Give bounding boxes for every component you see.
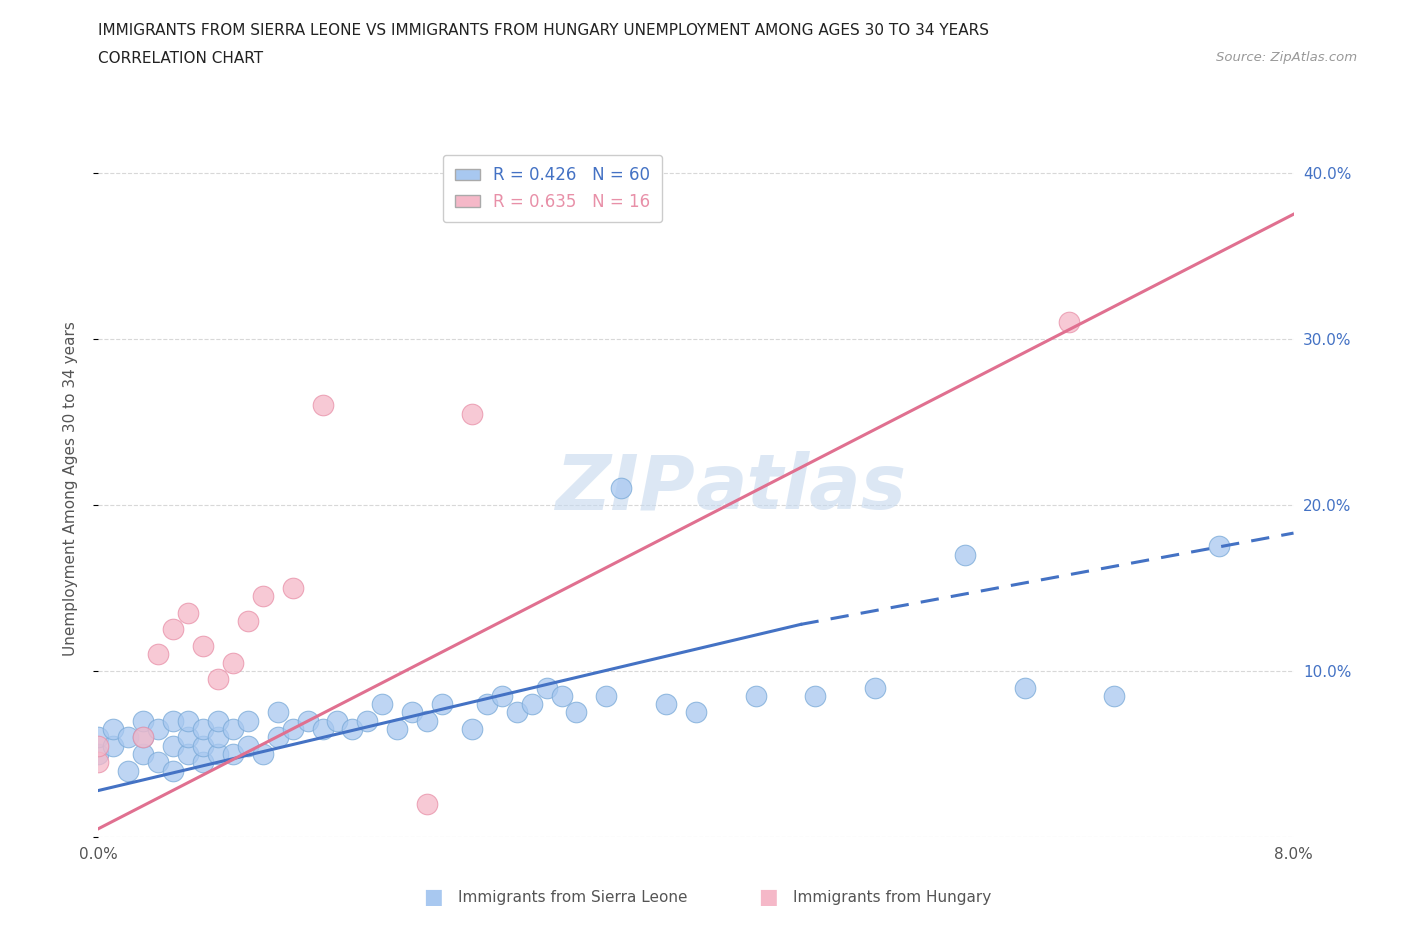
Point	[267, 730, 290, 745]
Point	[565, 705, 588, 720]
Point	[132, 730, 155, 745]
Point	[162, 764, 184, 778]
Point	[371, 697, 394, 711]
Point	[506, 705, 529, 720]
Point	[1014, 680, 1036, 695]
Point	[87, 747, 110, 762]
Text: Immigrants from Sierra Leone: Immigrants from Sierra Leone	[458, 890, 688, 905]
Point	[461, 722, 484, 737]
Point	[148, 755, 170, 770]
Point	[1059, 314, 1081, 329]
Point	[117, 730, 139, 745]
Point	[1102, 688, 1125, 703]
Point	[953, 547, 976, 562]
Text: Source: ZipAtlas.com: Source: ZipAtlas.com	[1216, 51, 1357, 64]
Point	[207, 671, 229, 686]
Point	[281, 580, 304, 595]
Point	[132, 713, 155, 728]
Point	[863, 680, 886, 695]
Text: ZIP: ZIP	[557, 451, 696, 525]
Point	[536, 680, 558, 695]
Point	[416, 713, 439, 728]
Point	[222, 656, 245, 671]
Point	[148, 722, 170, 737]
Point	[103, 738, 125, 753]
Point	[103, 722, 125, 737]
Text: IMMIGRANTS FROM SIERRA LEONE VS IMMIGRANTS FROM HUNGARY UNEMPLOYMENT AMONG AGES : IMMIGRANTS FROM SIERRA LEONE VS IMMIGRAN…	[98, 23, 990, 38]
Point	[222, 722, 245, 737]
Point	[148, 647, 170, 662]
Point	[595, 688, 617, 703]
Point	[87, 738, 110, 753]
Point	[162, 713, 184, 728]
Text: Immigrants from Hungary: Immigrants from Hungary	[793, 890, 991, 905]
Point	[252, 589, 274, 604]
Y-axis label: Unemployment Among Ages 30 to 34 years: Unemployment Among Ages 30 to 34 years	[63, 321, 77, 656]
Point	[401, 705, 423, 720]
Point	[191, 639, 214, 654]
Point	[520, 697, 543, 711]
Point	[745, 688, 768, 703]
Point	[177, 747, 200, 762]
Point	[416, 796, 439, 811]
Point	[281, 722, 304, 737]
Point	[461, 406, 484, 421]
Point	[252, 747, 274, 762]
Point	[117, 764, 139, 778]
Point	[475, 697, 498, 711]
Point	[207, 747, 229, 762]
Point	[1208, 539, 1230, 554]
Text: ■: ■	[423, 887, 443, 908]
Point	[191, 738, 214, 753]
Text: CORRELATION CHART: CORRELATION CHART	[98, 51, 263, 66]
Point	[177, 713, 200, 728]
Point	[311, 398, 333, 413]
Point	[236, 614, 259, 629]
Point	[550, 688, 572, 703]
Point	[207, 713, 229, 728]
Legend: R = 0.426   N = 60, R = 0.635   N = 16: R = 0.426 N = 60, R = 0.635 N = 16	[443, 154, 662, 222]
Point	[87, 730, 110, 745]
Point	[191, 755, 214, 770]
Point	[177, 605, 200, 620]
Point	[430, 697, 453, 711]
Point	[236, 713, 259, 728]
Point	[610, 481, 633, 496]
Point	[804, 688, 827, 703]
Point	[191, 722, 214, 737]
Point	[356, 713, 378, 728]
Point	[132, 730, 155, 745]
Point	[685, 705, 707, 720]
Point	[385, 722, 409, 737]
Point	[162, 738, 184, 753]
Text: atlas: atlas	[696, 451, 907, 525]
Point	[655, 697, 678, 711]
Point	[132, 747, 155, 762]
Point	[87, 755, 110, 770]
Point	[311, 722, 333, 737]
Point	[236, 738, 259, 753]
Point	[342, 722, 364, 737]
Point	[297, 713, 319, 728]
Point	[491, 688, 513, 703]
Point	[267, 705, 290, 720]
Text: ■: ■	[758, 887, 778, 908]
Point	[326, 713, 349, 728]
Point	[177, 730, 200, 745]
Point	[222, 747, 245, 762]
Point	[162, 622, 184, 637]
Point	[207, 730, 229, 745]
